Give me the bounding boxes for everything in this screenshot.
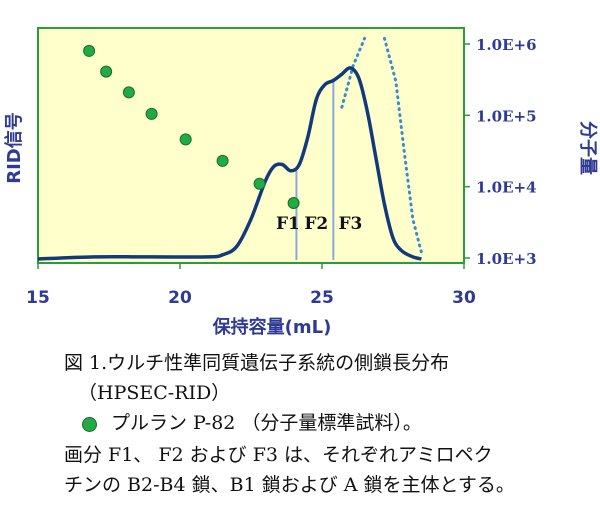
rid-signal-line xyxy=(37,66,422,261)
y-right-label: 分子量 xyxy=(577,121,599,175)
y-right-tick-label: 1.0E+3 xyxy=(476,250,537,268)
pullulan-marker xyxy=(83,44,96,57)
fraction-label-f1: F1 xyxy=(276,214,300,234)
pullulan-marker xyxy=(287,197,300,210)
figure-caption-note-2: チンの B2-B4 鎖、B1 鎖および A 鎖を主体とする。 xyxy=(64,474,515,496)
pullulan-marker xyxy=(253,177,266,190)
figure-caption-title: 図 1.ウルチ性準同質遺伝子系統の側鎖長分布 xyxy=(64,352,450,374)
x-tick-label: 25 xyxy=(310,288,334,308)
x-tick-label: 30 xyxy=(452,288,476,308)
legend-row: プルラン P-82 （分子量標準試料）。 xyxy=(82,408,422,435)
molecular-weight-line xyxy=(340,36,367,109)
legend-label: プルラン P-82 （分子量標準試料）。 xyxy=(111,412,422,434)
chromatogram-chart: F1 F2 F3 15 20 25 301.0E+31.0E+41.0E+51.0E+6 … xyxy=(3,27,599,338)
fraction-label-f2: F2 xyxy=(304,214,328,234)
y-right-tick-label: 1.0E+6 xyxy=(476,36,537,54)
pullulan-marker xyxy=(122,86,135,99)
plot-area xyxy=(37,27,465,264)
pullulan-marker xyxy=(179,133,192,146)
molecular-weight-line xyxy=(382,36,423,254)
y-left-label: RID信号 xyxy=(3,112,25,184)
fraction-label-f3: F3 xyxy=(338,214,362,234)
x-axis-label: 保持容量(mL) xyxy=(212,316,332,338)
pullulan-marker xyxy=(216,154,229,167)
pullulan-marker xyxy=(145,107,158,120)
y-right-tick-label: 1.0E+5 xyxy=(476,107,537,125)
x-tick-label: 20 xyxy=(168,288,192,308)
x-tick-label: 15 xyxy=(26,288,50,308)
pullulan-marker xyxy=(100,65,113,78)
y-right-tick-label: 1.0E+4 xyxy=(476,179,537,197)
figure-caption-note-1: 画分 F1、 F2 および F3 は、それぞれアミロペク xyxy=(64,444,493,466)
legend-marker-icon xyxy=(82,416,97,432)
figure-caption-method: （HPSEC-RID） xyxy=(78,382,231,404)
